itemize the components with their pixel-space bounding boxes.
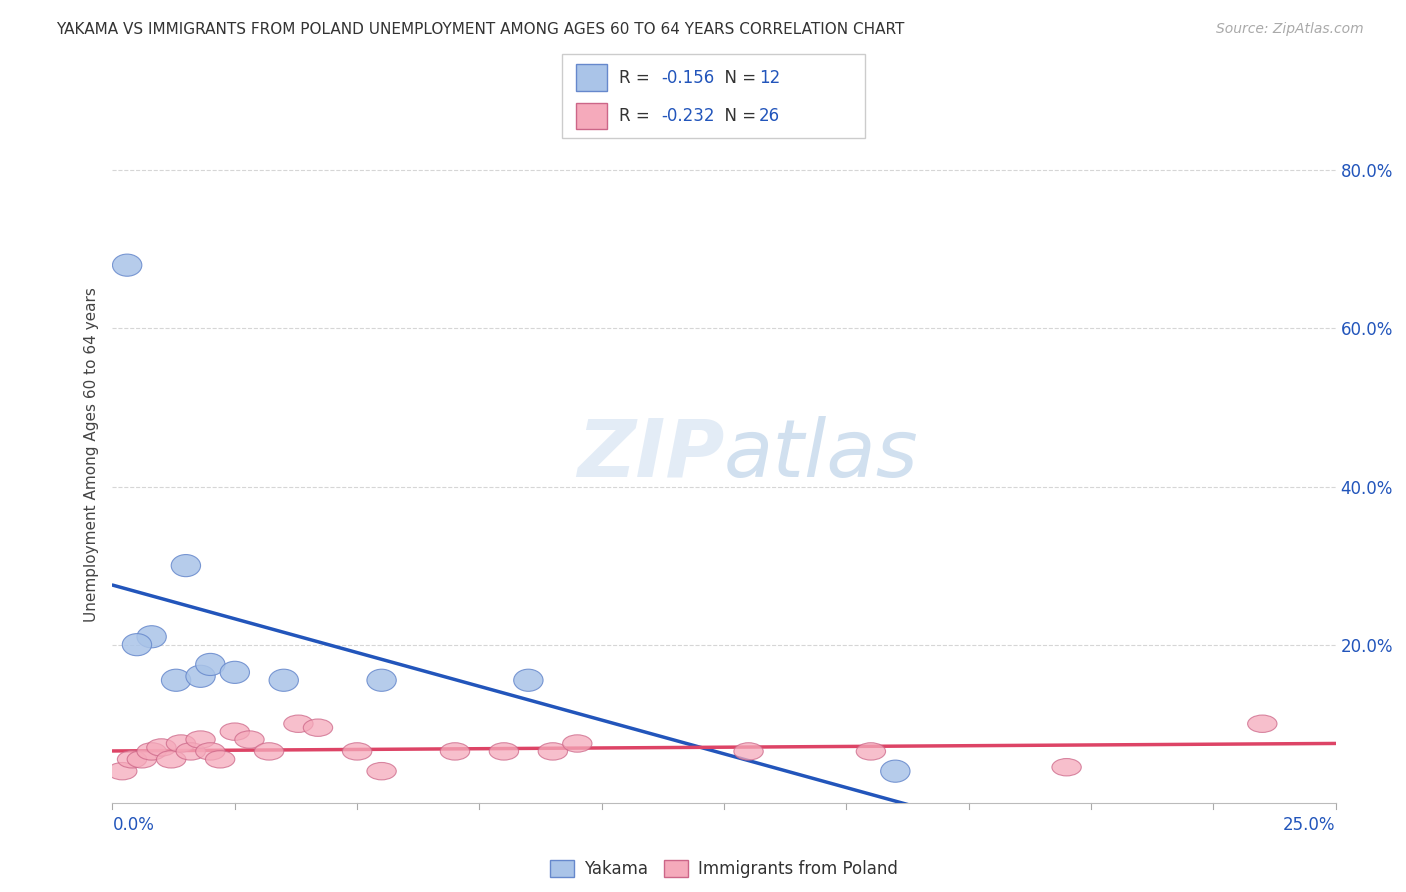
Text: R =: R = [619, 107, 655, 125]
Ellipse shape [538, 743, 568, 760]
Ellipse shape [562, 735, 592, 752]
Text: YAKAMA VS IMMIGRANTS FROM POLAND UNEMPLOYMENT AMONG AGES 60 TO 64 YEARS CORRELAT: YAKAMA VS IMMIGRANTS FROM POLAND UNEMPLO… [56, 22, 904, 37]
Ellipse shape [195, 743, 225, 760]
Ellipse shape [186, 731, 215, 748]
Ellipse shape [146, 739, 176, 756]
Ellipse shape [176, 743, 205, 760]
Text: -0.156: -0.156 [661, 69, 714, 87]
Ellipse shape [172, 555, 201, 576]
Ellipse shape [136, 743, 166, 760]
Text: R =: R = [619, 69, 655, 87]
Ellipse shape [186, 665, 215, 688]
Text: 0.0%: 0.0% [112, 816, 155, 834]
Text: atlas: atlas [724, 416, 920, 494]
Ellipse shape [166, 735, 195, 752]
Ellipse shape [136, 625, 166, 648]
Ellipse shape [880, 760, 910, 782]
Ellipse shape [440, 743, 470, 760]
Text: 12: 12 [759, 69, 780, 87]
Ellipse shape [1052, 758, 1081, 776]
Ellipse shape [734, 743, 763, 760]
Ellipse shape [367, 669, 396, 691]
Ellipse shape [489, 743, 519, 760]
Text: -0.232: -0.232 [661, 107, 714, 125]
Ellipse shape [221, 723, 249, 740]
Ellipse shape [221, 661, 249, 683]
Ellipse shape [108, 763, 136, 780]
Y-axis label: Unemployment Among Ages 60 to 64 years: Unemployment Among Ages 60 to 64 years [83, 287, 98, 623]
Ellipse shape [156, 751, 186, 768]
Ellipse shape [117, 751, 146, 768]
Ellipse shape [343, 743, 371, 760]
Ellipse shape [856, 743, 886, 760]
Ellipse shape [284, 715, 314, 732]
Text: 26: 26 [759, 107, 780, 125]
Ellipse shape [513, 669, 543, 691]
Text: Source: ZipAtlas.com: Source: ZipAtlas.com [1216, 22, 1364, 37]
Ellipse shape [112, 254, 142, 277]
Ellipse shape [367, 763, 396, 780]
Text: 25.0%: 25.0% [1284, 816, 1336, 834]
Text: N =: N = [714, 107, 762, 125]
Ellipse shape [235, 731, 264, 748]
Ellipse shape [195, 653, 225, 675]
Text: ZIP: ZIP [576, 416, 724, 494]
Text: N =: N = [714, 69, 762, 87]
Ellipse shape [162, 669, 191, 691]
Ellipse shape [304, 719, 333, 737]
Ellipse shape [122, 633, 152, 656]
Ellipse shape [127, 751, 156, 768]
Ellipse shape [205, 751, 235, 768]
Ellipse shape [1247, 715, 1277, 732]
Ellipse shape [254, 743, 284, 760]
Ellipse shape [269, 669, 298, 691]
Legend: Yakama, Immigrants from Poland: Yakama, Immigrants from Poland [544, 854, 904, 885]
